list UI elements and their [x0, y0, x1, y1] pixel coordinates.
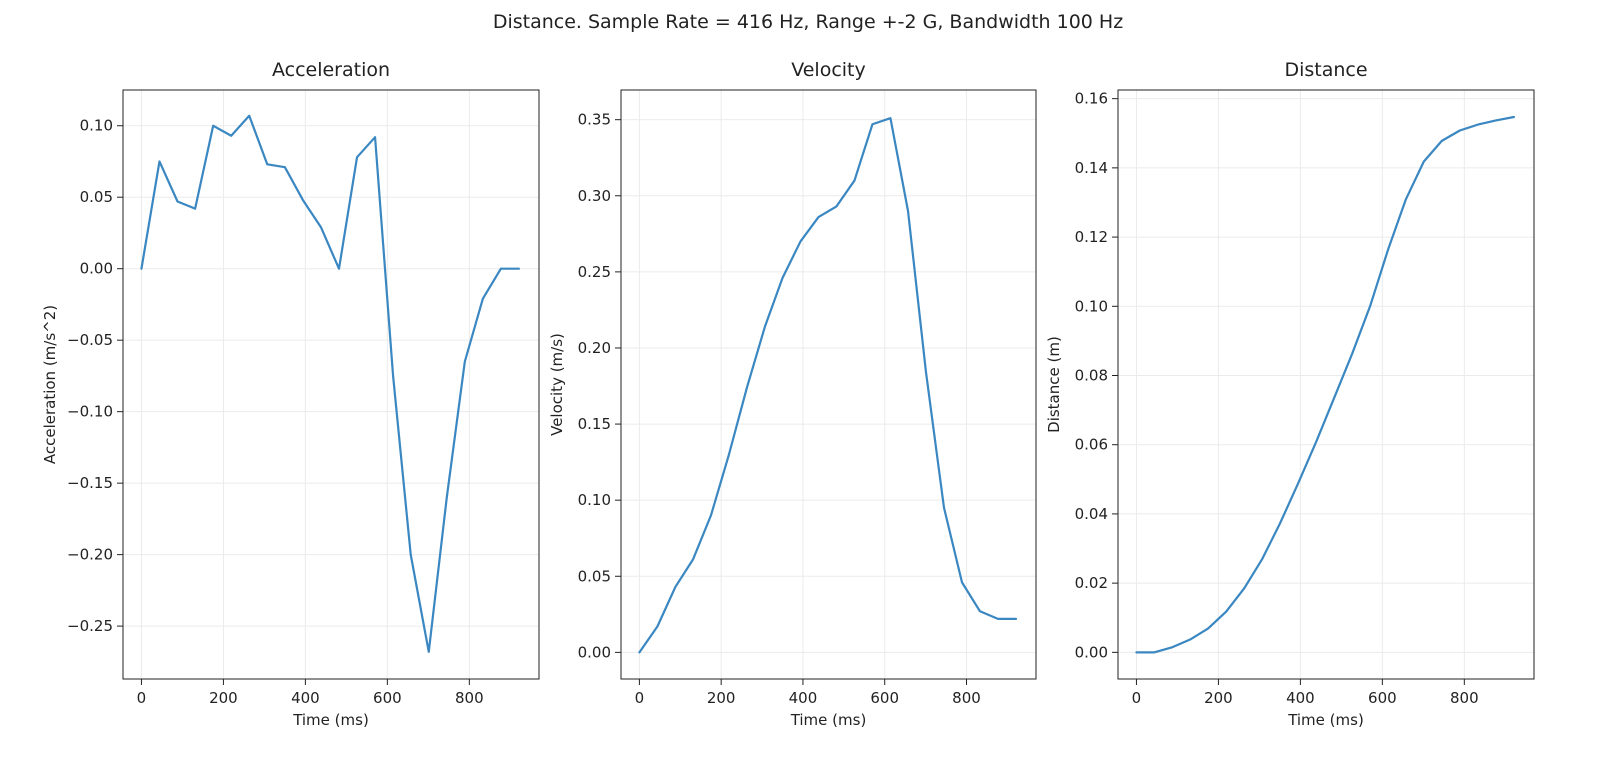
x-tick-label: 600	[1368, 689, 1397, 707]
figure-suptitle: Distance. Sample Rate = 416 Hz, Range +-…	[493, 11, 1123, 33]
x-tick-label: 200	[707, 689, 736, 707]
x-tick-label: 400	[291, 689, 320, 707]
y-tick-label: 0.35	[578, 111, 611, 129]
y-tick-label: 0.05	[80, 188, 113, 206]
y-tick-label: 0.10	[1075, 297, 1108, 315]
y-tick-label: 0.25	[578, 263, 611, 281]
y-tick-label: −0.15	[67, 474, 113, 492]
y-tick-label: −0.25	[67, 617, 113, 635]
x-tick-label: 800	[1450, 689, 1479, 707]
y-tick-label: 0.06	[1075, 436, 1108, 454]
acceleration-chart: 0 200 400 600 800 −0.25 −0.20 −0.15 −0.10 −0.05 0.…	[41, 59, 540, 729]
x-tick-label: 0	[635, 689, 645, 707]
y-tick-label: 0.04	[1075, 505, 1108, 523]
x-tick-label: 800	[952, 689, 981, 707]
chart-title: Distance	[1284, 59, 1367, 81]
y-tick-label: 0.14	[1075, 159, 1108, 177]
x-tick-label: 400	[789, 689, 818, 707]
x-tick-label: 0	[1132, 689, 1142, 707]
y-tick-label: 0.02	[1075, 574, 1108, 592]
series-line	[638, 117, 1018, 654]
y-tick-label: 0.16	[1075, 90, 1108, 108]
chart-title: Velocity	[791, 59, 866, 81]
y-tick-label: 0.00	[80, 260, 113, 278]
y-tick-label: 0.30	[578, 187, 611, 205]
plot-frame	[122, 89, 540, 680]
x-tick-label: 400	[1286, 689, 1315, 707]
series-line	[140, 114, 521, 653]
y-tick-label: 0.10	[80, 117, 113, 135]
plot-frame	[1117, 89, 1535, 680]
x-axis-label: Time (ms)	[1287, 711, 1364, 729]
y-tick-label: 0.15	[578, 415, 611, 433]
y-tick-label: −0.05	[67, 331, 113, 349]
y-tick-label: −0.20	[67, 546, 113, 564]
y-axis-label: Distance (m)	[1045, 336, 1063, 433]
y-tick-label: 0.00	[578, 643, 611, 661]
x-axis-label: Time (ms)	[790, 711, 867, 729]
chart-title: Acceleration	[272, 59, 390, 81]
y-tick-label: −0.10	[67, 403, 113, 421]
x-tick-label: 200	[1204, 689, 1233, 707]
x-tick-label: 200	[209, 689, 238, 707]
x-tick-label: 600	[373, 689, 402, 707]
y-tick-label: 0.00	[1075, 643, 1108, 661]
y-tick-label: 0.10	[578, 491, 611, 509]
x-tick-label: 600	[870, 689, 899, 707]
y-tick-label: 0.08	[1075, 367, 1108, 385]
plot-frame	[620, 89, 1037, 680]
x-axis-label: Time (ms)	[292, 711, 369, 729]
x-tick-label: 800	[455, 689, 484, 707]
y-axis-label: Velocity (m/s)	[548, 333, 566, 436]
x-tick-label: 0	[137, 689, 147, 707]
y-tick-label: 0.20	[578, 339, 611, 357]
velocity-chart: 0 200 400 600 800 0.00 0.05 0.10 0.15 0.20 0.25 0.3…	[548, 59, 1037, 729]
y-tick-label: 0.05	[578, 567, 611, 585]
series-line	[1135, 115, 1516, 654]
y-axis-label: Acceleration (m/s^2)	[41, 305, 59, 464]
y-tick-label: 0.12	[1075, 228, 1108, 246]
distance-chart: 0 200 400 600 800 0.00 0.02 0.04 0.06 0.08 0.10 0.1…	[1045, 59, 1535, 729]
